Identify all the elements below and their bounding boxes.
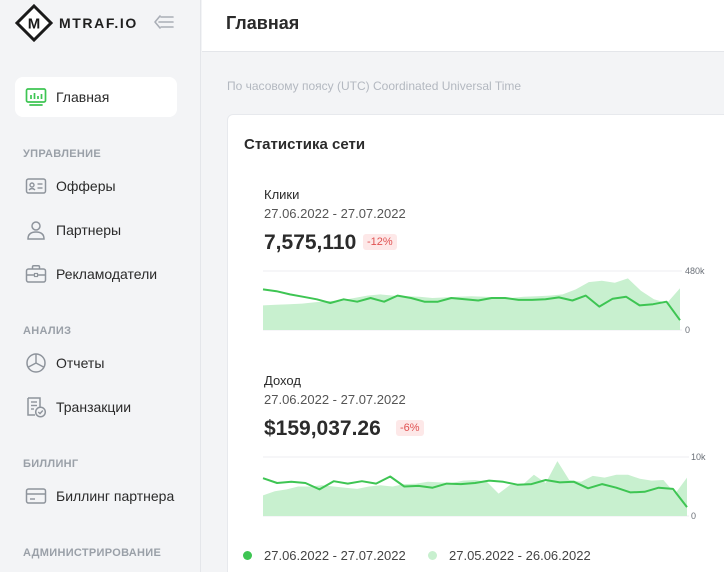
page-title: Главная (226, 13, 300, 33)
sidebar-item-offers[interactable]: Офферы (15, 166, 177, 206)
sidebar-item-advertisers[interactable]: Рекламодатели (15, 254, 177, 294)
sidebar-item-label: Партнеры (56, 222, 122, 238)
sidebar-item-home[interactable]: Главная (15, 77, 177, 117)
revenue-y-min-label: 0 (691, 511, 697, 521)
receipt-check-icon (24, 396, 47, 419)
revenue-value: $159,037.26 (264, 417, 381, 440)
user-icon (24, 219, 47, 242)
section-administration: АДМИНИСТРИРОВАНИЕ (23, 547, 162, 559)
id-card-icon (24, 175, 47, 198)
sidebar-item-label: Транзакции (56, 399, 132, 415)
clicks-y-max-label: 480k (685, 266, 705, 276)
section-analysis: АНАЛИЗ (23, 325, 72, 337)
dashboard-icon (24, 86, 47, 109)
pie-chart-icon (24, 352, 47, 375)
brand[interactable]: M MTRAF.IO (15, 4, 138, 42)
sidebar-item-partner-billing[interactable]: Биллинг партнера (15, 476, 177, 516)
briefcase-icon (24, 263, 47, 286)
clicks-y-min-label: 0 (685, 325, 691, 335)
sidebar: M MTRAF.IO Главная УПРАВЛЕНИЕ Офферы Пар… (0, 0, 201, 572)
card-title: Статистика сети (244, 136, 366, 153)
clicks-value: 7,575,110 (264, 231, 357, 254)
revenue-date-range: 27.06.2022 - 27.07.2022 (264, 392, 406, 407)
clicks-change-badge: -12% (363, 234, 397, 250)
section-management: УПРАВЛЕНИЕ (23, 148, 101, 160)
sidebar-item-label: Отчеты (56, 355, 105, 371)
collapse-sidebar-icon[interactable] (152, 12, 176, 32)
header: Главная (202, 0, 724, 52)
legend-previous[interactable]: 27.05.2022 - 26.06.2022 (428, 548, 591, 563)
sidebar-item-label: Офферы (56, 178, 116, 194)
network-stats-card: Статистика сети Клики 27.06.2022 - 27.07… (227, 114, 724, 572)
sidebar-item-transactions[interactable]: Транзакции (15, 387, 177, 427)
sidebar-item-reports[interactable]: Отчеты (15, 343, 177, 383)
brand-name: MTRAF.IO (59, 15, 138, 31)
legend-previous-dot (428, 551, 437, 560)
revenue-change-badge: -6% (396, 420, 424, 436)
legend-previous-label: 27.05.2022 - 26.06.2022 (449, 548, 591, 563)
logo-icon: M (15, 4, 53, 42)
legend-current-label: 27.06.2022 - 27.07.2022 (264, 548, 406, 563)
timezone-note: По часовому поясу (UTC) Coordinated Univ… (227, 79, 522, 93)
sidebar-item-partners[interactable]: Партнеры (15, 210, 177, 250)
logo-letter: M (28, 16, 41, 33)
sidebar-item-label: Главная (56, 89, 110, 105)
credit-card-icon (24, 485, 47, 508)
sidebar-item-label: Рекламодатели (56, 266, 158, 282)
legend-current-dot (243, 551, 252, 560)
clicks-title: Клики (264, 187, 300, 202)
revenue-title: Доход (264, 373, 301, 388)
section-billing: БИЛЛИНГ (23, 458, 79, 470)
clicks-date-range: 27.06.2022 - 27.07.2022 (264, 206, 406, 221)
revenue-y-max-label: 10k (691, 452, 706, 462)
legend-current[interactable]: 27.06.2022 - 27.07.2022 (243, 548, 406, 563)
sidebar-item-label: Биллинг партнера (56, 488, 175, 504)
